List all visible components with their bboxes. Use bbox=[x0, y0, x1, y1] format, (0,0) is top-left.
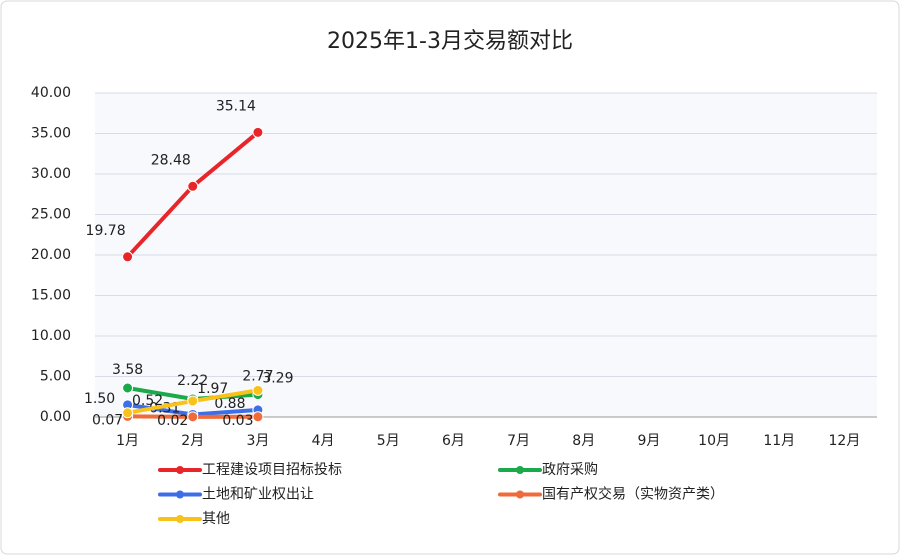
x-tick-label: 11月 bbox=[763, 433, 795, 449]
x-tick-label: 7月 bbox=[507, 433, 530, 449]
y-tick-label: 20.00 bbox=[31, 247, 71, 263]
data-point bbox=[252, 126, 264, 138]
data-label: 35.14 bbox=[216, 98, 256, 114]
data-point bbox=[187, 395, 199, 407]
legend-label: 工程建设项目招标投标 bbox=[202, 462, 342, 478]
data-point bbox=[252, 384, 264, 396]
legend-marker bbox=[516, 466, 524, 474]
data-label: 0.02 bbox=[157, 413, 188, 429]
data-label: 28.48 bbox=[151, 152, 191, 168]
data-point bbox=[122, 251, 134, 263]
x-tick-label: 3月 bbox=[246, 433, 269, 449]
y-tick-label: 5.00 bbox=[40, 369, 71, 385]
chart-title: 2025年1-3月交易额对比 bbox=[327, 29, 573, 54]
x-tick-label: 5月 bbox=[377, 433, 400, 449]
data-label: 0.52 bbox=[132, 393, 163, 409]
data-point bbox=[122, 382, 134, 394]
y-tick-label: 30.00 bbox=[31, 166, 71, 182]
legend-marker bbox=[176, 490, 184, 499]
data-label: 3.58 bbox=[112, 362, 143, 378]
x-tick-label: 2月 bbox=[181, 433, 204, 449]
x-tick-label: 1月 bbox=[116, 433, 139, 449]
y-tick-label: 15.00 bbox=[31, 288, 71, 304]
data-point bbox=[122, 407, 134, 419]
y-tick-label: 25.00 bbox=[31, 207, 71, 223]
x-tick-label: 10月 bbox=[698, 433, 730, 449]
x-tick-label: 9月 bbox=[637, 433, 660, 449]
data-label: 1.50 bbox=[84, 391, 115, 407]
legend-label: 政府采购 bbox=[542, 462, 598, 478]
data-label: 2.77 bbox=[242, 369, 273, 385]
data-label: 2.22 bbox=[177, 373, 208, 389]
legend-label: 国有产权交易（实物资产类） bbox=[542, 486, 724, 503]
y-tick-label: 0.00 bbox=[40, 409, 71, 425]
legend-marker bbox=[176, 466, 184, 474]
data-label: 19.78 bbox=[86, 223, 126, 239]
legend-label: 土地和矿业权出让 bbox=[202, 487, 314, 503]
x-tick-label: 6月 bbox=[442, 433, 465, 449]
data-point bbox=[187, 180, 199, 192]
data-label: 1.97 bbox=[197, 381, 228, 397]
x-tick-label: 12月 bbox=[829, 433, 861, 449]
data-label: 3.29 bbox=[262, 370, 293, 386]
y-tick-label: 10.00 bbox=[31, 328, 71, 344]
data-label: 0.07 bbox=[92, 412, 123, 428]
data-point bbox=[187, 411, 199, 423]
legend-label: 其他 bbox=[202, 511, 230, 527]
x-tick-label: 4月 bbox=[312, 433, 335, 449]
data-label: 0.03 bbox=[222, 413, 253, 429]
data-label: 0.88 bbox=[214, 396, 245, 412]
legend-marker bbox=[176, 515, 184, 523]
x-tick-label: 8月 bbox=[572, 433, 595, 449]
y-tick-label: 40.00 bbox=[31, 85, 71, 101]
data-point bbox=[252, 411, 264, 423]
y-tick-label: 35.00 bbox=[31, 126, 71, 142]
legend-marker bbox=[516, 490, 524, 499]
